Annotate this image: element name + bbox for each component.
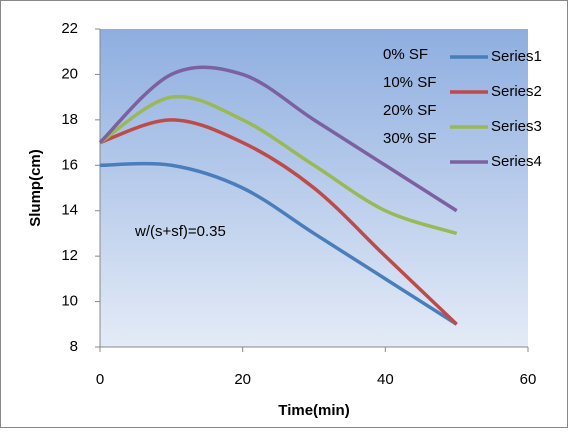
legend-label: Series1 xyxy=(491,48,542,65)
y-tick-label: 20 xyxy=(61,65,78,82)
y-tick-label: 8 xyxy=(70,338,78,355)
y-tick-label: 10 xyxy=(61,293,78,310)
y-axis-title: Slump(cm) xyxy=(27,149,44,227)
legend-label: Series2 xyxy=(491,83,542,100)
x-tick-label: 40 xyxy=(377,371,394,388)
annotation: 10% SF xyxy=(383,74,436,91)
legend-label: Series3 xyxy=(491,118,542,135)
x-tick-label: 20 xyxy=(234,371,251,388)
y-tick-label: 12 xyxy=(61,247,78,264)
annotation: 0% SF xyxy=(383,46,428,63)
series-line xyxy=(99,161,458,326)
y-tick-label: 18 xyxy=(61,111,78,128)
annotation: 30% SF xyxy=(383,130,436,147)
annotation: 20% SF xyxy=(383,102,436,119)
annotation: w/(s+sf)=0.35 xyxy=(134,223,226,240)
legend-label: Series4 xyxy=(491,153,542,170)
y-tick-label: 16 xyxy=(61,156,78,173)
series-line xyxy=(99,94,458,236)
series-line xyxy=(99,118,458,326)
series-line xyxy=(98,65,458,213)
x-tick-label: 60 xyxy=(520,371,537,388)
x-axis-title: Time(min) xyxy=(278,402,349,419)
y-tick-label: 22 xyxy=(61,20,78,37)
x-tick-label: 0 xyxy=(96,371,104,388)
y-tick-label: 14 xyxy=(61,202,78,219)
